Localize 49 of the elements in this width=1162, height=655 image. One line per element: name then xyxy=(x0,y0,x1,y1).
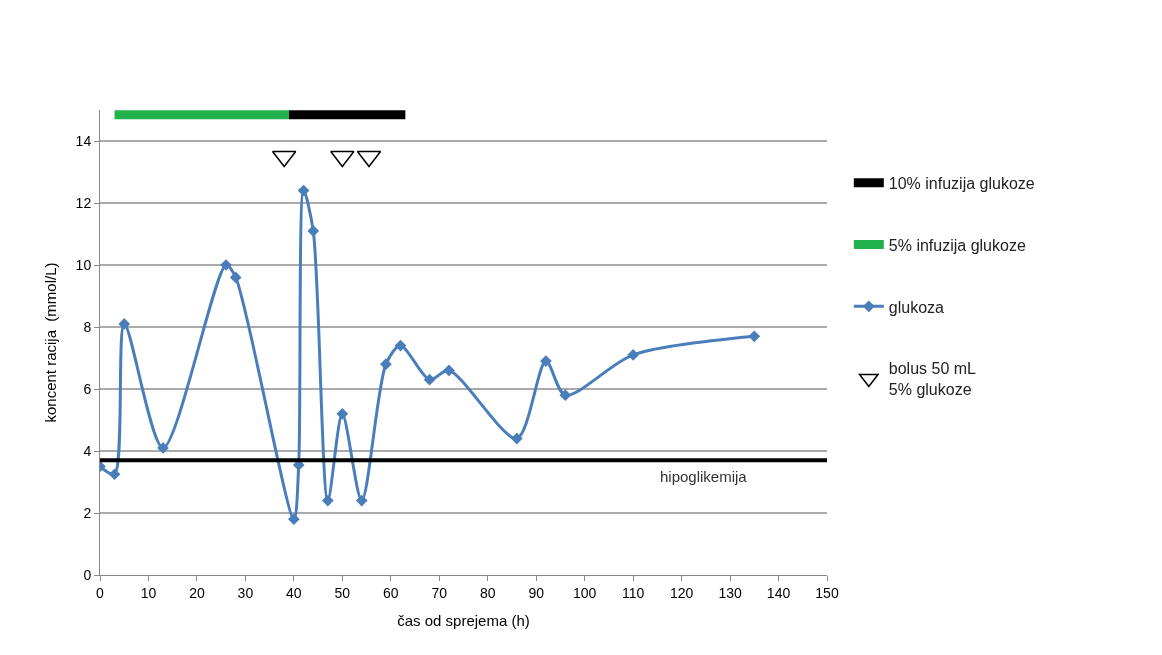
x-tick-label: 30 xyxy=(237,584,254,601)
point xyxy=(118,318,131,330)
y-axis-title: koncent racija (mmol/L) xyxy=(41,262,59,423)
x-tick-label: 50 xyxy=(334,584,351,601)
x-tick-label: 150 xyxy=(815,584,839,601)
x-tick-label: 80 xyxy=(479,584,496,601)
x-tick-label: 100 xyxy=(572,584,597,601)
x-tick-label: 0 xyxy=(96,584,105,601)
point xyxy=(510,432,523,445)
y-tick-label: 0 xyxy=(83,566,92,583)
point xyxy=(336,407,349,420)
x-tick-label: 10 xyxy=(140,584,157,601)
x-tick-label: 40 xyxy=(286,584,302,601)
x-tick-label: 90 xyxy=(528,584,545,601)
x-tick-label: 70 xyxy=(431,584,448,601)
x-tick-label: 60 xyxy=(383,584,399,601)
x-tick-label: 110 xyxy=(621,584,645,601)
point xyxy=(380,358,392,371)
point xyxy=(288,513,300,526)
point xyxy=(321,494,334,507)
point xyxy=(229,271,242,284)
x-tick-label: 130 xyxy=(718,584,742,601)
point xyxy=(559,389,572,402)
x-tick-label: 120 xyxy=(669,584,694,601)
x-axis-title: čas od sprejema (h) xyxy=(397,611,530,629)
point xyxy=(627,349,639,361)
y-tick-label: 2 xyxy=(83,504,92,521)
legend-label: 5% infuzija glukoze xyxy=(888,236,1026,254)
point xyxy=(394,339,407,352)
y-tick-label: 14 xyxy=(75,132,92,149)
x-tick-label: 140 xyxy=(766,584,791,601)
point xyxy=(355,494,368,507)
legend-label: glukoza xyxy=(888,298,945,316)
point xyxy=(540,355,552,367)
point xyxy=(423,373,436,386)
point xyxy=(307,225,320,237)
x-tick-label: 20 xyxy=(189,584,205,601)
y-tick-label: 10 xyxy=(75,256,92,273)
point xyxy=(108,468,121,481)
y-tick-label: 4 xyxy=(83,442,92,459)
legend-label: 10% infuzija glukoze xyxy=(888,174,1035,192)
point xyxy=(748,330,761,343)
legend-label: bolus 50 mL 5% glukoze xyxy=(888,360,977,399)
point xyxy=(297,184,310,197)
ref-line-label: hipoglikemija xyxy=(660,468,748,485)
point xyxy=(443,364,455,377)
y-tick-label: 8 xyxy=(83,318,92,335)
y-tick-label: 12 xyxy=(75,194,92,211)
y-tick-label: 6 xyxy=(83,380,92,397)
